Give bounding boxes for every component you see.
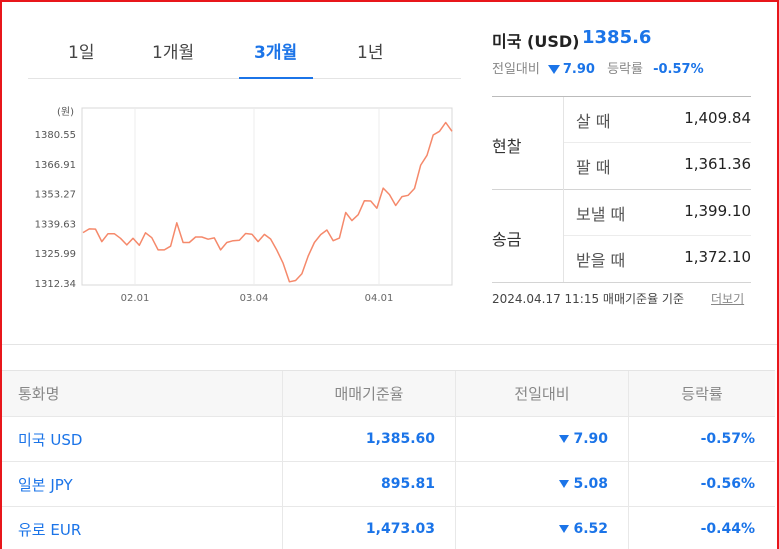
section-divider: [2, 344, 777, 345]
base-rate-cell: 1,385.60: [282, 417, 455, 461]
prev-day-label: 전일대비: [492, 62, 540, 77]
exchange-rate-chart: (원) 1380.551366.911353.271339.631325.991…: [35, 106, 453, 304]
y-axis: 1380.55 1366.91 1353.27 1339.63 1325.99 1312.…: [35, 130, 76, 290]
y-tick-label: 1339.63: [35, 219, 76, 230]
cash-group: 현찰 살 때 1,409.84 팔 때 1,361.36: [492, 97, 751, 190]
cash-sell-label: 팔 때: [576, 158, 611, 177]
cash-sell-row: 팔 때 1,361.36: [564, 143, 751, 189]
header-currency: 통화명: [18, 385, 60, 403]
remit-label: 송금: [492, 230, 522, 249]
rate-table: 현찰 살 때 1,409.84 팔 때 1,361.36 송금 보낼 때 1,3…: [492, 96, 751, 283]
cash-buy-value: 1,409.84: [684, 109, 751, 127]
header-change: 전일대비: [455, 371, 628, 416]
table-header: 통화명 매매기준율 전일대비 등락률: [2, 371, 775, 417]
y-unit-label: (원): [57, 106, 74, 118]
down-triangle-icon: [559, 480, 570, 488]
currency-title: 미국 (USD): [492, 32, 580, 51]
pct-cell: -0.44%: [628, 507, 775, 549]
remit-recv-value: 1,372.10: [684, 248, 751, 266]
remit-recv-label: 받을 때: [576, 251, 626, 270]
base-rate-cell: 895.81: [282, 462, 455, 506]
cash-label: 현찰: [492, 137, 522, 156]
change-cell: 6.52: [455, 507, 628, 549]
remit-send-label: 보낼 때: [576, 205, 626, 224]
header-rate: 등락률: [628, 371, 775, 416]
base-rate-cell: 1,473.03: [282, 507, 455, 549]
change-value: 5.08: [573, 476, 608, 492]
currency-name-link[interactable]: 유로 EUR: [18, 520, 82, 539]
y-tick-label: 1325.99: [35, 249, 76, 260]
y-tick-label: 1380.55: [35, 130, 76, 141]
x-tick-label: 04.01: [365, 293, 394, 304]
currency-change: 전일대비 7.90 등락률 -0.57%: [492, 58, 704, 77]
plot-area: [81, 107, 453, 286]
down-triangle-icon: [559, 435, 570, 443]
change-cell: 5.08: [455, 462, 628, 506]
remit-recv-row: 받을 때 1,372.10: [564, 236, 751, 282]
x-axis: 02.01 03.04 04.01: [121, 293, 394, 304]
remit-group: 송금 보낼 때 1,399.10 받을 때 1,372.10: [492, 190, 751, 283]
cash-buy-row: 살 때 1,409.84: [564, 97, 751, 143]
cash-sell-value: 1,361.36: [684, 155, 751, 173]
change-value: 7.90: [573, 431, 608, 447]
tab-3-months[interactable]: 3개월: [254, 43, 298, 63]
currency-name-link[interactable]: 일본 JPY: [18, 475, 73, 494]
x-tick-label: 03.04: [240, 293, 269, 304]
tab-1-year[interactable]: 1년: [357, 43, 384, 63]
update-timestamp: 2024.04.17 11:15 매매기준율 기준: [492, 292, 685, 306]
currency-price: 1385.6: [582, 27, 652, 48]
tab-1-month[interactable]: 1개월: [152, 43, 195, 63]
y-tick-label: 1353.27: [35, 190, 76, 201]
rate-table-divider: [563, 97, 564, 282]
table-row[interactable]: 유로 EUR 1,473.03 6.52 -0.44%: [2, 507, 775, 549]
rate-value: -0.57%: [653, 62, 704, 77]
active-tab-underline: [239, 77, 313, 79]
more-link[interactable]: 더보기: [711, 292, 745, 306]
header-base-rate: 매매기준율: [282, 371, 455, 416]
table-row[interactable]: 일본 JPY 895.81 5.08 -0.56%: [2, 462, 775, 507]
change-value: 6.52: [573, 521, 608, 537]
x-gridlines: [134, 108, 380, 285]
series-line: [82, 121, 453, 283]
change-value: 7.90: [562, 62, 595, 77]
currency-name-link[interactable]: 미국 USD: [18, 430, 83, 449]
y-tick-label: 1366.91: [35, 160, 76, 171]
period-tabs: 1일 1개월 3개월 1년: [28, 30, 461, 79]
change-cell: 7.90: [455, 417, 628, 461]
rate-label: 등락률: [607, 62, 643, 77]
down-triangle-icon: [547, 65, 560, 74]
table-row[interactable]: 미국 USD 1,385.60 7.90 -0.57%: [2, 417, 775, 462]
currency-table: 통화명 매매기준율 전일대비 등락률 미국 USD 1,385.60 7.90 …: [2, 370, 775, 549]
pct-cell: -0.57%: [628, 417, 775, 461]
remit-send-value: 1,399.10: [684, 202, 751, 220]
y-tick-label: 1312.34: [35, 279, 76, 290]
x-tick-label: 02.01: [121, 293, 150, 304]
remit-send-row: 보낼 때 1,399.10: [564, 190, 751, 236]
pct-cell: -0.56%: [628, 462, 775, 506]
cash-buy-label: 살 때: [576, 112, 611, 131]
down-triangle-icon: [559, 525, 570, 533]
tab-1-day[interactable]: 1일: [68, 43, 95, 63]
